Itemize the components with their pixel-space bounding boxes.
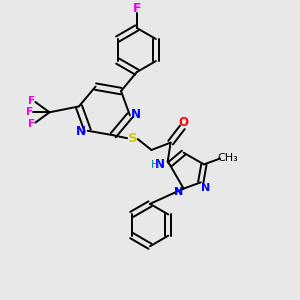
- Text: methyl: methyl: [0, 299, 1, 300]
- Text: F: F: [28, 95, 35, 106]
- Text: O: O: [178, 116, 188, 128]
- Text: CH₃: CH₃: [217, 153, 238, 163]
- Text: H: H: [151, 160, 159, 170]
- Text: S: S: [128, 132, 137, 145]
- Text: N: N: [131, 108, 141, 121]
- Text: N: N: [76, 125, 86, 138]
- Text: N: N: [174, 187, 183, 197]
- Text: N: N: [155, 158, 165, 171]
- Text: F: F: [26, 107, 33, 117]
- Text: N: N: [200, 183, 210, 193]
- Text: F: F: [133, 2, 141, 15]
- Text: F: F: [28, 119, 35, 129]
